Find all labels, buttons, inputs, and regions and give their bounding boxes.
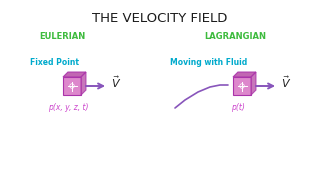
Text: $\vec{V}$: $\vec{V}$ [111,74,121,90]
Polygon shape [63,77,81,95]
Polygon shape [233,77,251,95]
Text: p(x, y, z, t): p(x, y, z, t) [48,103,88,112]
Text: Fixed Point: Fixed Point [30,58,79,67]
Polygon shape [233,72,256,77]
Polygon shape [63,72,86,77]
Text: EULERIAN: EULERIAN [39,32,85,41]
Text: LAGRANGIAN: LAGRANGIAN [204,32,266,41]
Text: Moving with Fluid: Moving with Fluid [170,58,247,67]
Text: THE VELOCITY FIELD: THE VELOCITY FIELD [92,12,228,25]
Text: p(t): p(t) [231,103,245,112]
Polygon shape [81,72,86,95]
Polygon shape [251,72,256,95]
Text: $\vec{V}$: $\vec{V}$ [281,74,291,90]
